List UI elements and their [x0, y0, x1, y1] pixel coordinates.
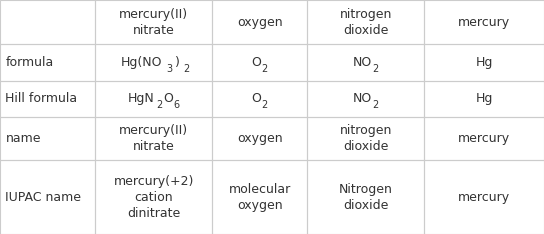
- Bar: [424, 117, 544, 160]
- Text: 2: 2: [373, 64, 379, 74]
- Text: 2: 2: [183, 64, 190, 74]
- Bar: [307, 0, 424, 44]
- Text: nitrogen
dioxide: nitrogen dioxide: [339, 8, 392, 37]
- Bar: [95, 44, 212, 81]
- Text: 2: 2: [157, 100, 163, 110]
- Text: mercury(+2)
cation
dinitrate: mercury(+2) cation dinitrate: [114, 175, 194, 220]
- Text: 3: 3: [166, 64, 172, 74]
- Text: NO: NO: [353, 56, 372, 69]
- Text: mercury: mercury: [458, 191, 510, 204]
- Text: Hill formula: Hill formula: [5, 92, 78, 105]
- Text: O: O: [251, 92, 261, 105]
- Text: mercury(II)
nitrate: mercury(II) nitrate: [119, 8, 188, 37]
- Text: 2: 2: [373, 100, 379, 110]
- Bar: [0, 44, 95, 81]
- Bar: [212, 81, 307, 117]
- Bar: [212, 0, 307, 44]
- Bar: [95, 160, 212, 234]
- Bar: [307, 81, 424, 117]
- Bar: [0, 0, 95, 44]
- Bar: [95, 117, 212, 160]
- Bar: [212, 44, 307, 81]
- Bar: [95, 0, 212, 44]
- Text: O: O: [251, 56, 261, 69]
- Text: Hg: Hg: [475, 92, 493, 105]
- Bar: [307, 44, 424, 81]
- Text: 2: 2: [262, 100, 268, 110]
- Text: oxygen: oxygen: [237, 16, 282, 29]
- Text: 6: 6: [174, 100, 180, 110]
- Text: NO: NO: [353, 92, 372, 105]
- Text: Hg(NO: Hg(NO: [121, 56, 162, 69]
- Bar: [0, 81, 95, 117]
- Text: oxygen: oxygen: [237, 132, 282, 145]
- Text: HgN: HgN: [128, 92, 154, 105]
- Text: mercury: mercury: [458, 16, 510, 29]
- Text: Nitrogen
dioxide: Nitrogen dioxide: [339, 183, 393, 212]
- Bar: [0, 117, 95, 160]
- Text: O: O: [163, 92, 173, 105]
- Bar: [212, 117, 307, 160]
- Text: name: name: [5, 132, 41, 145]
- Bar: [0, 160, 95, 234]
- Bar: [95, 81, 212, 117]
- Text: Hg: Hg: [475, 56, 493, 69]
- Bar: [424, 81, 544, 117]
- Bar: [212, 160, 307, 234]
- Text: 2: 2: [262, 64, 268, 74]
- Bar: [307, 117, 424, 160]
- Text: IUPAC name: IUPAC name: [5, 191, 82, 204]
- Bar: [307, 160, 424, 234]
- Text: mercury(II)
nitrate: mercury(II) nitrate: [119, 124, 188, 153]
- Bar: [424, 44, 544, 81]
- Text: ): ): [175, 56, 180, 69]
- Text: mercury: mercury: [458, 132, 510, 145]
- Bar: [424, 0, 544, 44]
- Bar: [424, 160, 544, 234]
- Text: nitrogen
dioxide: nitrogen dioxide: [339, 124, 392, 153]
- Text: formula: formula: [5, 56, 54, 69]
- Text: molecular
oxygen: molecular oxygen: [228, 183, 291, 212]
